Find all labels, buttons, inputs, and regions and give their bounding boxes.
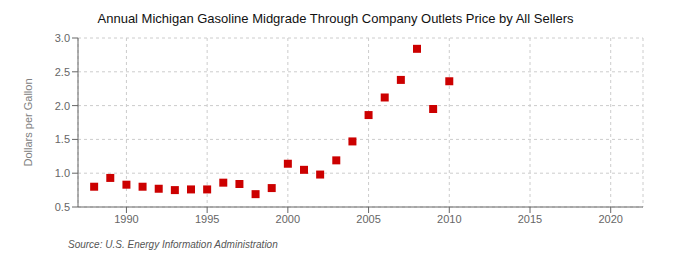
html-text:Source: U.S. Energy Informatio: Source: U.S. Energy Information Administ… (68, 239, 278, 250)
svg-text:1990: 1990 (114, 213, 138, 225)
svg-text:2020: 2020 (598, 213, 622, 225)
svg-text:0.5: 0.5 (55, 201, 70, 213)
svg-text:1.0: 1.0 (55, 167, 70, 179)
svg-text:2000: 2000 (276, 213, 300, 225)
svg-text:3.0: 3.0 (55, 32, 70, 44)
svg-text:1995: 1995 (195, 213, 219, 225)
svg-text:2.0: 2.0 (55, 100, 70, 112)
svg-text:2.5: 2.5 (55, 66, 70, 78)
svg-text:2015: 2015 (518, 213, 542, 225)
svg-text:2005: 2005 (356, 213, 380, 225)
svg-text:Dollars per Gallon: Dollars per Gallon (22, 78, 34, 166)
svg-text:2010: 2010 (437, 213, 461, 225)
svg-text:1.5: 1.5 (55, 133, 70, 145)
html-text:Annual Michigan Gasoline Midgr: Annual Michigan Gasoline Midgrade Throug… (97, 11, 574, 26)
